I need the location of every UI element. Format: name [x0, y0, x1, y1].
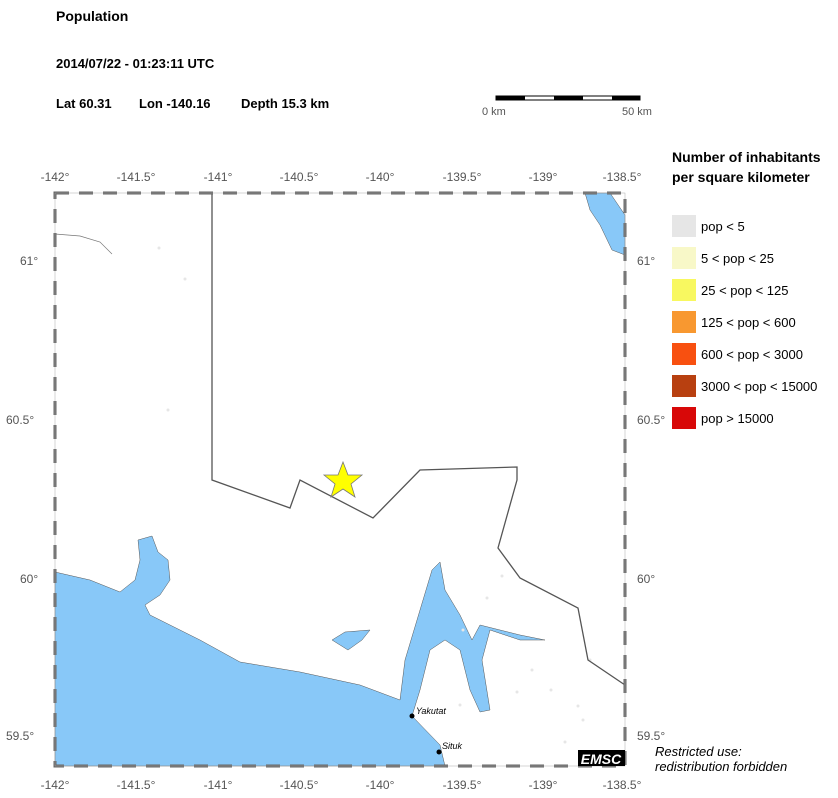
- lon-tick-bottom: -142°: [41, 778, 70, 792]
- legend-title-line1: Number of inhabitants: [672, 149, 821, 165]
- legend-swatch: [672, 279, 696, 301]
- legend-label: pop > 15000: [701, 411, 774, 426]
- lon-tick-bottom: -141°: [204, 778, 233, 792]
- lon-tick-bottom: -138.5°: [603, 778, 642, 792]
- scale-end-label: 50 km: [622, 106, 652, 118]
- lat-tick-left: 59.5°: [6, 729, 34, 743]
- lon-tick-bottom: -139.5°: [443, 778, 482, 792]
- scale-bar: [495, 95, 641, 101]
- lat-tick-right: 61°: [637, 254, 655, 268]
- notice-line1: Restricted use:: [655, 744, 742, 759]
- usage-notice: Restricted use: redistribution forbidden: [655, 744, 787, 774]
- legend-swatch: [672, 407, 696, 429]
- legend-swatch: [672, 247, 696, 269]
- lat-tick-left: 60°: [20, 572, 38, 586]
- lon-tick-top: -140°: [366, 170, 395, 184]
- legend-title-line2: per square kilometer: [672, 169, 810, 185]
- lon-tick-bottom: -140.5°: [280, 778, 319, 792]
- map-title: Population: [56, 8, 129, 24]
- lon-tick-top: -141.5°: [117, 170, 156, 184]
- place-situk: Situk: [442, 741, 463, 751]
- event-datetime: 2014/07/22 - 01:23:11 UTC: [56, 56, 215, 71]
- lon-tick-top: -141°: [204, 170, 233, 184]
- epicenter-star-icon: [322, 460, 364, 498]
- legend-title: Number of inhabitants per square kilomet…: [672, 147, 821, 187]
- lat-tick-right: 60°: [637, 572, 655, 586]
- event-depth: Depth 15.3 km: [241, 96, 330, 111]
- lon-tick-bottom: -140°: [366, 778, 395, 792]
- lon-tick-top: -138.5°: [603, 170, 642, 184]
- scale-start-label: 0 km: [482, 106, 506, 118]
- legend-label: pop < 5: [701, 219, 745, 234]
- lat-tick-left: 61°: [20, 254, 38, 268]
- legend-label: 125 < pop < 600: [701, 315, 796, 330]
- legend-swatch: [672, 215, 696, 237]
- legend-label: 25 < pop < 125: [701, 283, 789, 298]
- border-line: [211, 193, 626, 686]
- lat-tick-left: 60.5°: [6, 413, 34, 427]
- notice-line2: redistribution forbidden: [655, 759, 788, 774]
- lon-tick-top: -140.5°: [280, 170, 319, 184]
- place-yakutat: Yakutat: [416, 706, 446, 716]
- water: [54, 192, 626, 767]
- legend-label: 5 < pop < 25: [701, 251, 775, 266]
- lon-tick-bottom: -141.5°: [117, 778, 156, 792]
- lon-tick-top: -139.5°: [443, 170, 482, 184]
- legend-label: 3000 < pop < 15000: [701, 379, 818, 394]
- legend-label: 600 < pop < 3000: [701, 347, 803, 362]
- legend-swatch: [672, 375, 696, 397]
- legend-swatch: [672, 343, 696, 365]
- legend-swatch: [672, 311, 696, 333]
- lat-tick-right: 59.5°: [637, 729, 665, 743]
- lat-tick-right: 60.5°: [637, 413, 665, 427]
- lon-tick-bottom: -139°: [529, 778, 558, 792]
- lon-tick-top: -142°: [41, 170, 70, 184]
- event-lat: Lat 60.31: [56, 96, 112, 111]
- emsc-logo: EMSC: [581, 751, 622, 767]
- event-lon: Lon -140.16: [139, 96, 211, 111]
- lon-tick-top: -139°: [529, 170, 558, 184]
